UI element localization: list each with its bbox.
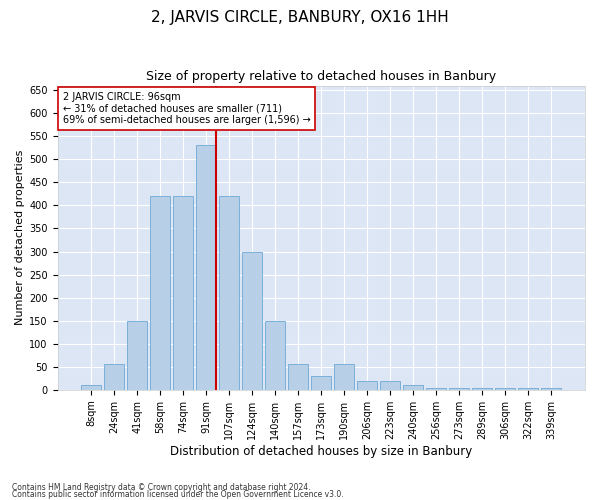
Bar bbox=[427, 388, 446, 390]
Bar bbox=[82, 385, 101, 390]
Bar bbox=[358, 380, 377, 390]
Text: Contains HM Land Registry data © Crown copyright and database right 2024.: Contains HM Land Registry data © Crown c… bbox=[12, 484, 311, 492]
Bar bbox=[289, 364, 308, 390]
Bar bbox=[403, 385, 423, 390]
Text: 2, JARVIS CIRCLE, BANBURY, OX16 1HH: 2, JARVIS CIRCLE, BANBURY, OX16 1HH bbox=[151, 10, 449, 25]
Bar bbox=[334, 364, 354, 390]
Bar bbox=[496, 388, 515, 390]
Bar bbox=[518, 388, 538, 390]
Title: Size of property relative to detached houses in Banbury: Size of property relative to detached ho… bbox=[146, 70, 496, 83]
X-axis label: Distribution of detached houses by size in Banbury: Distribution of detached houses by size … bbox=[170, 444, 472, 458]
Bar bbox=[173, 196, 193, 390]
Bar bbox=[541, 388, 561, 390]
Y-axis label: Number of detached properties: Number of detached properties bbox=[15, 150, 25, 326]
Bar bbox=[472, 388, 492, 390]
Bar bbox=[449, 388, 469, 390]
Text: 2 JARVIS CIRCLE: 96sqm
← 31% of detached houses are smaller (711)
69% of semi-de: 2 JARVIS CIRCLE: 96sqm ← 31% of detached… bbox=[63, 92, 311, 125]
Bar bbox=[151, 196, 170, 390]
Bar bbox=[127, 320, 147, 390]
Text: Contains public sector information licensed under the Open Government Licence v3: Contains public sector information licen… bbox=[12, 490, 344, 499]
Bar bbox=[242, 252, 262, 390]
Bar bbox=[380, 380, 400, 390]
Bar bbox=[265, 320, 285, 390]
Bar bbox=[196, 146, 216, 390]
Bar bbox=[220, 196, 239, 390]
Bar bbox=[104, 364, 124, 390]
Bar bbox=[311, 376, 331, 390]
